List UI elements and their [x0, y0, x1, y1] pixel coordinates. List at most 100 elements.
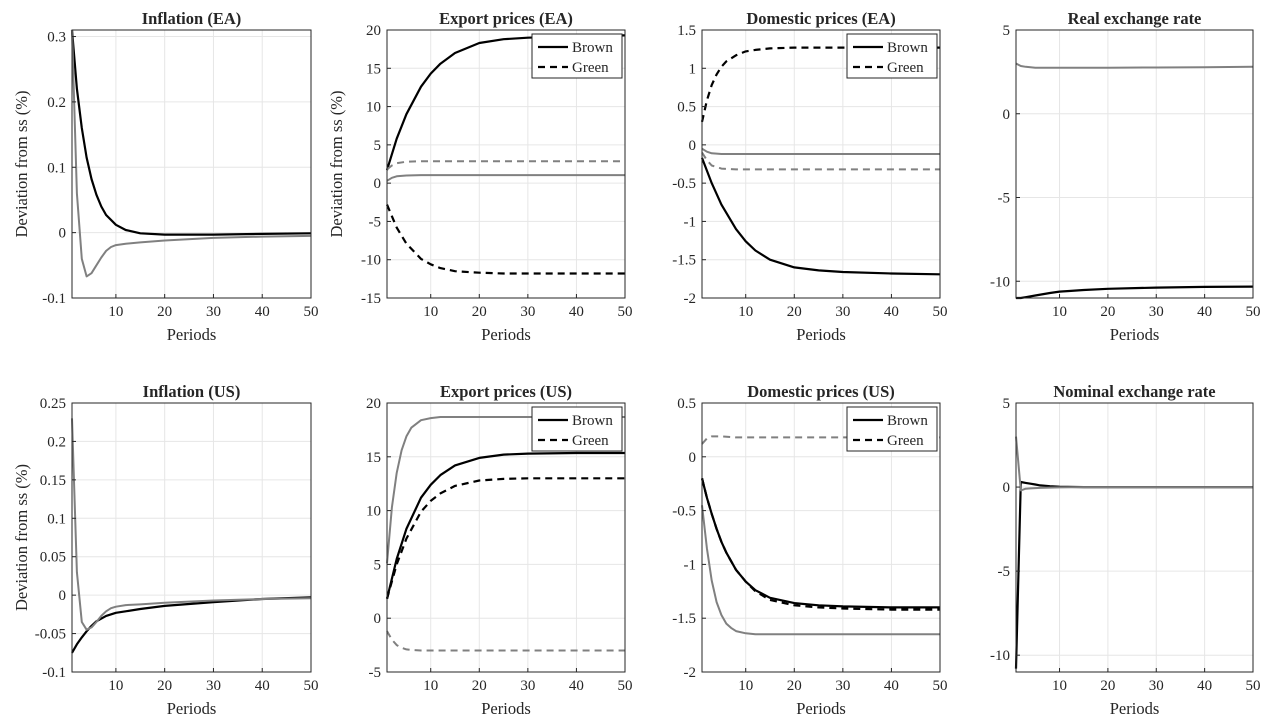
y-tick-label: 0.2: [47, 434, 66, 450]
legend-label: Brown: [572, 40, 613, 56]
series-line-1: [385, 451, 625, 600]
y-axis-label: Deviation from ss (%): [327, 90, 346, 237]
subplot-title: Export prices (EA): [439, 9, 573, 28]
y-tick-label: 1.5: [677, 23, 696, 39]
y-tick-label: -5: [998, 191, 1011, 207]
legend-label: Brown: [887, 413, 928, 429]
plot-area: [1016, 403, 1253, 672]
axes-frame: [71, 29, 312, 299]
y-tick-label: -1.5: [672, 253, 696, 269]
y-tick-label: 0.5: [677, 100, 696, 116]
x-tick-label: 30: [835, 678, 850, 694]
x-axis-label: Periods: [167, 699, 217, 718]
x-axis-label: Periods: [1110, 325, 1160, 344]
y-tick-label: 0.5: [677, 396, 696, 412]
y-tick-label: -10: [361, 253, 381, 269]
subplot-title: Inflation (EA): [142, 9, 241, 28]
subplot-1: 10 20 30 40 50 -0.1 0 0.1 0.2 0.3 Inflation (EA) Pe…: [12, 9, 319, 344]
x-tick-label: 40: [884, 678, 899, 694]
x-tick-label: 20: [157, 678, 172, 694]
y-tick-label: 5: [1003, 396, 1011, 412]
legend-label: Green: [887, 60, 924, 76]
y-tick-label: -5: [998, 564, 1011, 580]
x-tick-label: 40: [255, 678, 270, 694]
x-tick-label: 30: [1149, 678, 1164, 694]
axes-frame: [701, 29, 941, 299]
x-tick-label: 10: [1052, 678, 1067, 694]
subplot-6: 10 20 30 40 50 -5 0 5 10 15 20 Export prices (US) Pe…: [366, 382, 633, 718]
y-tick-label: 15: [366, 450, 381, 466]
y-tick-label: -0.05: [35, 627, 66, 643]
subplot-5: 10 20 30 40 50 -0.1 -0.05 0 0.05 0.1 0.15 0.2 0.25 In…: [12, 382, 319, 718]
legend: Brown Green: [531, 406, 623, 452]
y-tick-label: 15: [366, 61, 381, 77]
legend-box: [846, 33, 938, 79]
subplot-8: 10 20 30 40 50 -10 -5 0 5 Nominal exchange rate Pe…: [990, 382, 1261, 718]
x-tick-label: 40: [884, 304, 899, 320]
x-tick-label: 40: [569, 304, 584, 320]
axes-frame: [71, 402, 312, 673]
y-tick-label: 0: [59, 588, 67, 604]
x-tick-label: 20: [157, 304, 172, 320]
y-tick-label: 0.1: [47, 511, 66, 527]
axes-frame: [386, 29, 626, 299]
series-line-2: [1015, 436, 1253, 492]
x-tick-label: 50: [618, 304, 633, 320]
x-tick-label: 10: [423, 304, 438, 320]
y-tick-label: -1.5: [672, 611, 696, 627]
x-tick-label: 40: [255, 304, 270, 320]
y-tick-label: 5: [374, 557, 382, 573]
subplot-title: Real exchange rate: [1068, 9, 1202, 28]
y-tick-label: -0.1: [42, 291, 66, 307]
subplot-7: 10 20 30 40 50 -2 -1.5 -1 -0.5 0 0.5 Domestic price…: [672, 382, 947, 718]
y-axis-label: Deviation from ss (%): [12, 464, 31, 611]
x-tick-label: 10: [738, 678, 753, 694]
y-tick-label: 0: [689, 450, 697, 466]
y-tick-label: 1: [689, 61, 697, 77]
subplot-title: Nominal exchange rate: [1053, 382, 1215, 401]
x-tick-label: 50: [1246, 678, 1261, 694]
x-tick-label: 40: [1197, 304, 1212, 320]
x-tick-label: 20: [787, 304, 802, 320]
series-line-1: [700, 157, 941, 276]
subplot-2: 10 20 30 40 50 -15 -10 -5 0 5 10 15 20 Export prices …: [327, 9, 633, 344]
y-tick-label: 20: [366, 396, 381, 412]
series-line-1: [70, 29, 312, 236]
series-line-2: [385, 477, 625, 600]
series-line-3: [701, 505, 940, 636]
series-line-3: [386, 174, 625, 182]
x-tick-label: 20: [787, 678, 802, 694]
plot-area: [72, 30, 311, 298]
x-tick-label: 30: [835, 304, 850, 320]
y-tick-label: 0.25: [40, 396, 66, 412]
x-tick-label: 30: [520, 678, 535, 694]
legend: Brown Green: [531, 33, 623, 79]
x-tick-label: 50: [304, 304, 319, 320]
x-tick-label: 40: [569, 678, 584, 694]
y-tick-label: 10: [366, 504, 381, 520]
series-line-4: [386, 630, 625, 652]
x-tick-label: 10: [108, 678, 123, 694]
series-line-2: [71, 418, 312, 631]
legend: Brown Green: [846, 406, 938, 452]
legend-box: [531, 406, 623, 452]
y-tick-label: 0.3: [47, 30, 66, 46]
x-tick-label: 10: [108, 304, 123, 320]
x-tick-label: 50: [618, 678, 633, 694]
subplot-title: Domestic prices (EA): [746, 9, 895, 28]
y-tick-label: -0.5: [672, 176, 696, 192]
x-tick-label: 50: [304, 678, 319, 694]
series-line-4: [386, 160, 625, 171]
y-tick-label: 0.05: [40, 550, 66, 566]
y-tick-label: -1: [684, 557, 697, 573]
series-line-3: [386, 416, 625, 564]
axes-frame: [1015, 29, 1254, 299]
x-tick-label: 50: [933, 304, 948, 320]
y-tick-label: -0.5: [672, 504, 696, 520]
legend-label: Green: [572, 433, 609, 449]
legend-box: [531, 33, 623, 79]
y-tick-label: -10: [990, 274, 1010, 290]
y-axis-label: Deviation from ss (%): [12, 90, 31, 237]
x-tick-label: 50: [1246, 304, 1261, 320]
subplot-3: 10 20 30 40 50 -2 -1.5 -1 -0.5 0 0.5 1 1.5 Domestic p…: [672, 9, 947, 344]
